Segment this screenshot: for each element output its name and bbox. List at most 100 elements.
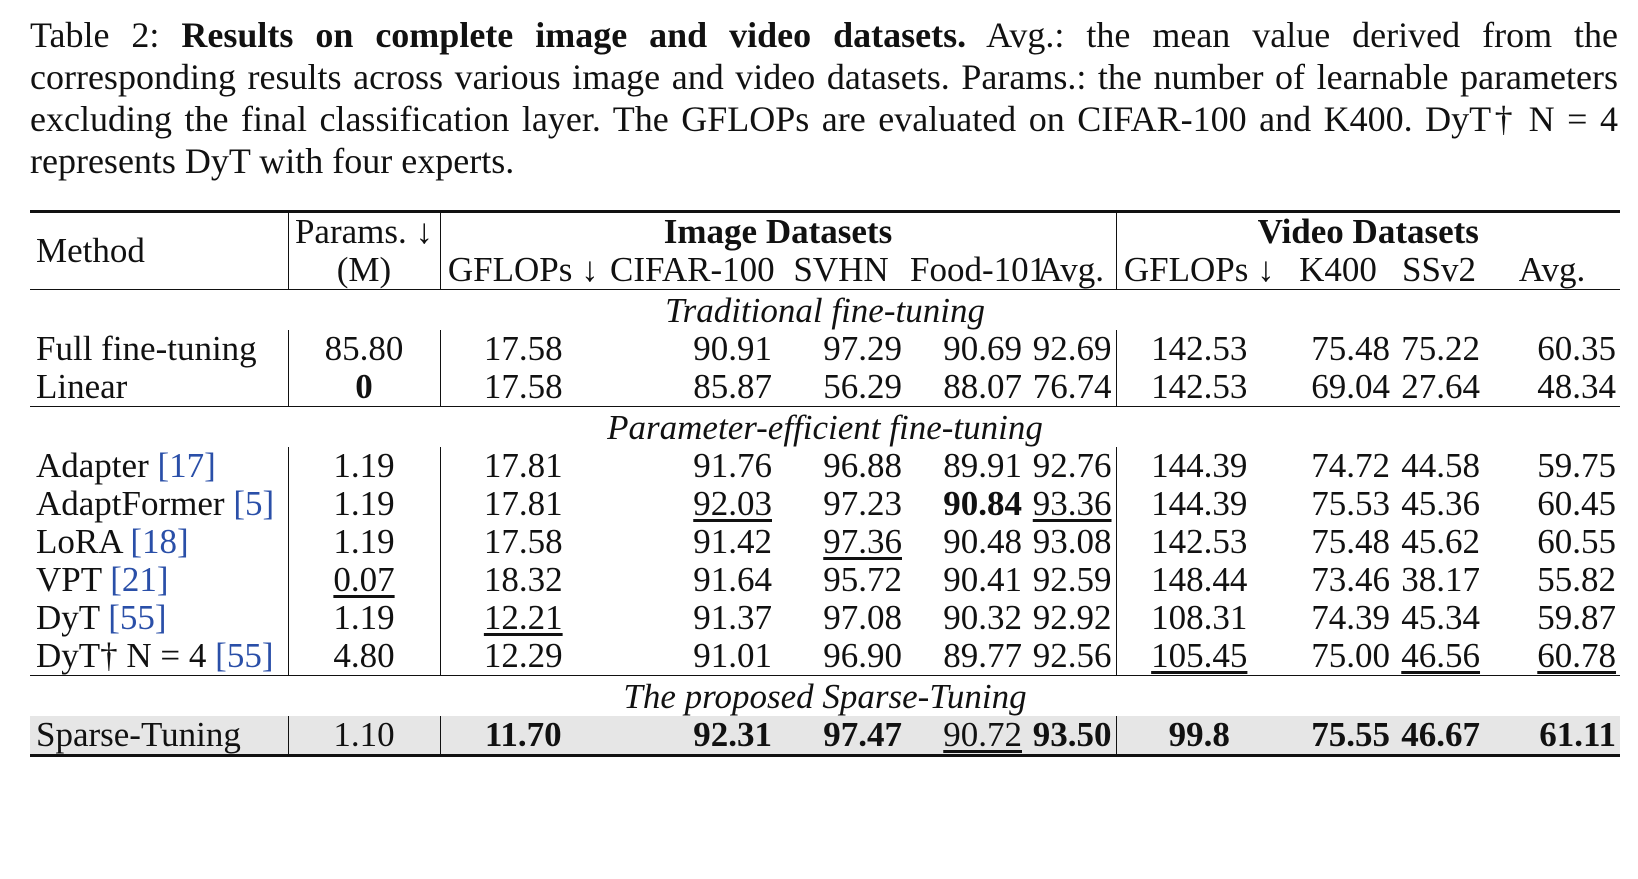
- method-cell: Full fine-tuning: [30, 330, 289, 368]
- value-cell: 60.35: [1537, 329, 1617, 368]
- value-cell: 89.77: [943, 636, 1022, 675]
- caption-body: Avg.: the mean value derived from the co…: [30, 15, 1619, 181]
- value-cell: 105.45: [1151, 636, 1248, 675]
- value-cell: 69.04: [1311, 367, 1391, 406]
- value-cell: 96.88: [823, 446, 902, 485]
- method-cell: DyT [55]: [30, 598, 289, 637]
- value-cell: 12.21: [483, 598, 563, 637]
- value-cell: 46.56: [1401, 636, 1481, 675]
- value-cell: 4.80: [288, 637, 441, 676]
- value-cell: 75.55: [1282, 716, 1395, 757]
- value-cell: 11.70: [440, 716, 606, 757]
- value-cell: 75.22: [1401, 329, 1481, 368]
- value-cell: 90.84: [943, 484, 1022, 523]
- value-cell: 90.48: [943, 522, 1022, 561]
- value-cell: 85.87: [693, 367, 772, 406]
- method-cell: DyT† N = 4 [55]: [30, 636, 289, 676]
- value-cell: 92.56: [1026, 637, 1117, 676]
- value-cell: 1.19: [288, 485, 441, 523]
- section-row: Traditional fine-tuning: [30, 289, 1621, 330]
- value-cell: 90.32: [943, 598, 1022, 637]
- header-params: Params. ↓: [288, 210, 441, 251]
- method-cell: Sparse-Tuning: [30, 716, 289, 757]
- section-peft: Parameter-efficient fine-tuning: [30, 406, 1621, 447]
- value-cell: 75.53: [1311, 484, 1391, 523]
- value-cell: 93.36: [1032, 484, 1112, 523]
- header-row-2: (M) GFLOPs ↓ CIFAR-100 SVHN Food-101 Avg…: [30, 251, 1620, 290]
- table-caption: Table 2: Results on complete image and v…: [30, 14, 1618, 182]
- value-cell: 97.36: [823, 522, 902, 561]
- value-cell: 1.10: [288, 716, 441, 757]
- value-cell: 99.8: [1116, 716, 1283, 757]
- value-cell: 0.07: [333, 560, 395, 599]
- value-cell: 97.29: [823, 329, 902, 368]
- value-cell: 142.53: [1151, 367, 1248, 406]
- value-cell: 17.81: [483, 446, 563, 485]
- citation-link[interactable]: [55]: [215, 636, 274, 675]
- value-cell: 74.39: [1311, 598, 1391, 637]
- value-cell: 74.72: [1311, 446, 1391, 485]
- value-cell: 144.39: [1151, 484, 1248, 523]
- citation-link[interactable]: [21]: [110, 560, 169, 599]
- value-cell: 88.07: [943, 367, 1022, 406]
- table-row: DyT [55] 1.19 12.21 91.37 97.08 90.32 92…: [30, 599, 1620, 637]
- value-cell: 91.42: [693, 522, 772, 561]
- value-cell: 56.29: [823, 367, 902, 406]
- value-cell: 91.37: [693, 598, 772, 637]
- header-params-unit: (M): [288, 251, 441, 290]
- value-cell: 27.64: [1401, 367, 1481, 406]
- value-cell: 92.03: [693, 484, 772, 523]
- value-cell: 48.34: [1537, 367, 1617, 406]
- value-cell: 92.69: [1026, 330, 1117, 368]
- results-table-wrapper: Method Params. ↓ Image Datasets Video Da…: [30, 210, 1621, 757]
- value-cell: 17.58: [483, 367, 563, 406]
- citation-link[interactable]: [18]: [130, 522, 189, 561]
- table-row: LoRA [18] 1.19 17.58 91.42 97.36 90.48 9…: [30, 523, 1620, 561]
- method-cell: VPT [21]: [30, 560, 289, 599]
- header-method: Method: [30, 210, 289, 290]
- table-row: VPT [21] 0.07 18.32 91.64 95.72 90.41 92…: [30, 561, 1620, 599]
- method-cell: LoRA [18]: [30, 522, 289, 561]
- value-cell: 148.44: [1151, 560, 1248, 599]
- value-cell: 59.87: [1537, 598, 1617, 637]
- caption-label: Table 2:: [30, 15, 160, 55]
- header-col: GFLOPs ↓: [447, 250, 599, 289]
- value-cell: 92.31: [606, 716, 776, 757]
- results-table: Method Params. ↓ Image Datasets Video Da…: [30, 210, 1621, 757]
- section-row: The proposed Sparse-Tuning: [30, 675, 1621, 716]
- table-row: DyT† N = 4 [55] 4.80 12.29 91.01 96.90 8…: [30, 637, 1620, 676]
- value-cell: 90.69: [943, 329, 1022, 368]
- value-cell: 108.31: [1151, 598, 1248, 637]
- value-cell: 93.50: [1026, 716, 1117, 757]
- value-cell: 45.34: [1401, 598, 1481, 637]
- citation-link[interactable]: [17]: [157, 446, 216, 485]
- value-cell: 92.59: [1026, 561, 1117, 599]
- value-cell: 60.55: [1537, 522, 1617, 561]
- citation-link[interactable]: [55]: [108, 598, 167, 637]
- value-cell: 76.74: [1026, 368, 1117, 407]
- method-cell: Linear: [30, 368, 289, 407]
- value-cell: 75.48: [1311, 329, 1391, 368]
- value-cell: 55.82: [1537, 560, 1617, 599]
- caption-title: Results on complete image and video data…: [181, 15, 967, 55]
- table-row-highlighted: Sparse-Tuning 1.10 11.70 92.31 97.47 90.…: [30, 716, 1621, 757]
- value-cell: 17.58: [483, 329, 563, 368]
- value-cell: 12.29: [483, 636, 563, 675]
- value-cell: 73.46: [1311, 560, 1391, 599]
- method-cell: Adapter [17]: [30, 446, 289, 485]
- value-cell: 93.08: [1026, 523, 1117, 561]
- value-cell: 142.53: [1151, 329, 1248, 368]
- citation-link[interactable]: [5]: [233, 484, 275, 523]
- value-cell: 97.47: [776, 716, 906, 757]
- value-cell: 17.58: [483, 522, 563, 561]
- value-cell: 90.41: [943, 560, 1022, 599]
- value-cell: 46.67: [1394, 716, 1485, 757]
- value-cell: 1.19: [288, 447, 441, 485]
- section-row: Parameter-efficient fine-tuning: [30, 406, 1621, 447]
- header-col: Food-101: [910, 250, 1047, 289]
- value-cell: 1.19: [288, 599, 441, 637]
- value-cell: 91.64: [693, 560, 772, 599]
- value-cell: 95.72: [823, 560, 902, 599]
- header-col: Avg.: [1026, 251, 1117, 290]
- value-cell: 96.90: [823, 636, 902, 675]
